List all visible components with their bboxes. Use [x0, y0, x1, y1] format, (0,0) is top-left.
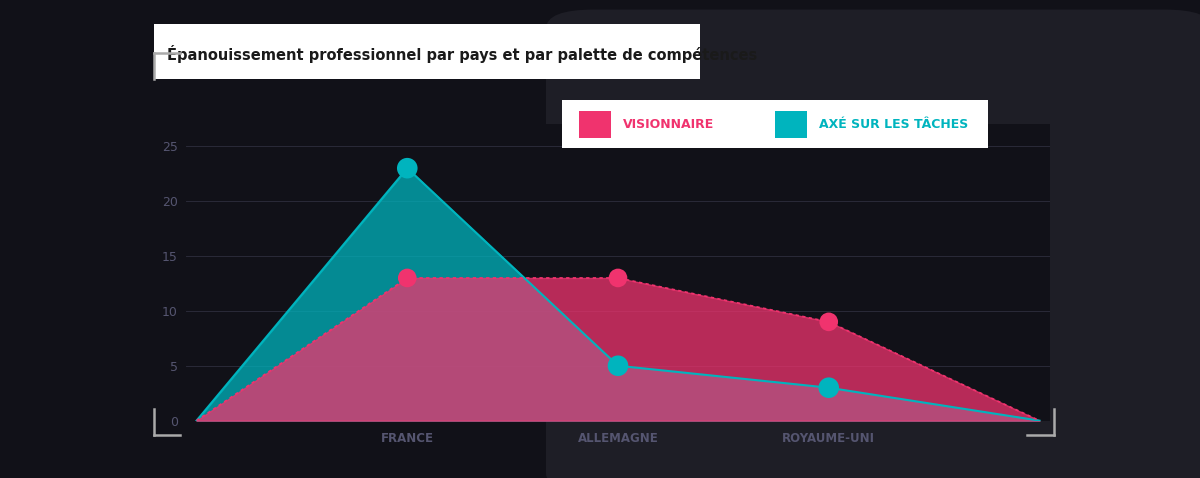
Point	[397, 164, 416, 172]
Point	[608, 362, 628, 369]
Text: Épanouissement professionnel par pays et par palette de compétences: Épanouissement professionnel par pays et…	[167, 44, 757, 63]
Bar	[775, 111, 806, 138]
Point	[608, 274, 628, 282]
Point	[820, 384, 839, 391]
Text: AXÉ SUR LES TÂCHES: AXÉ SUR LES TÂCHES	[820, 118, 968, 131]
Point	[820, 318, 839, 326]
Point	[397, 274, 416, 282]
Text: VISIONNAIRE: VISIONNAIRE	[623, 118, 715, 131]
Bar	[578, 111, 611, 138]
